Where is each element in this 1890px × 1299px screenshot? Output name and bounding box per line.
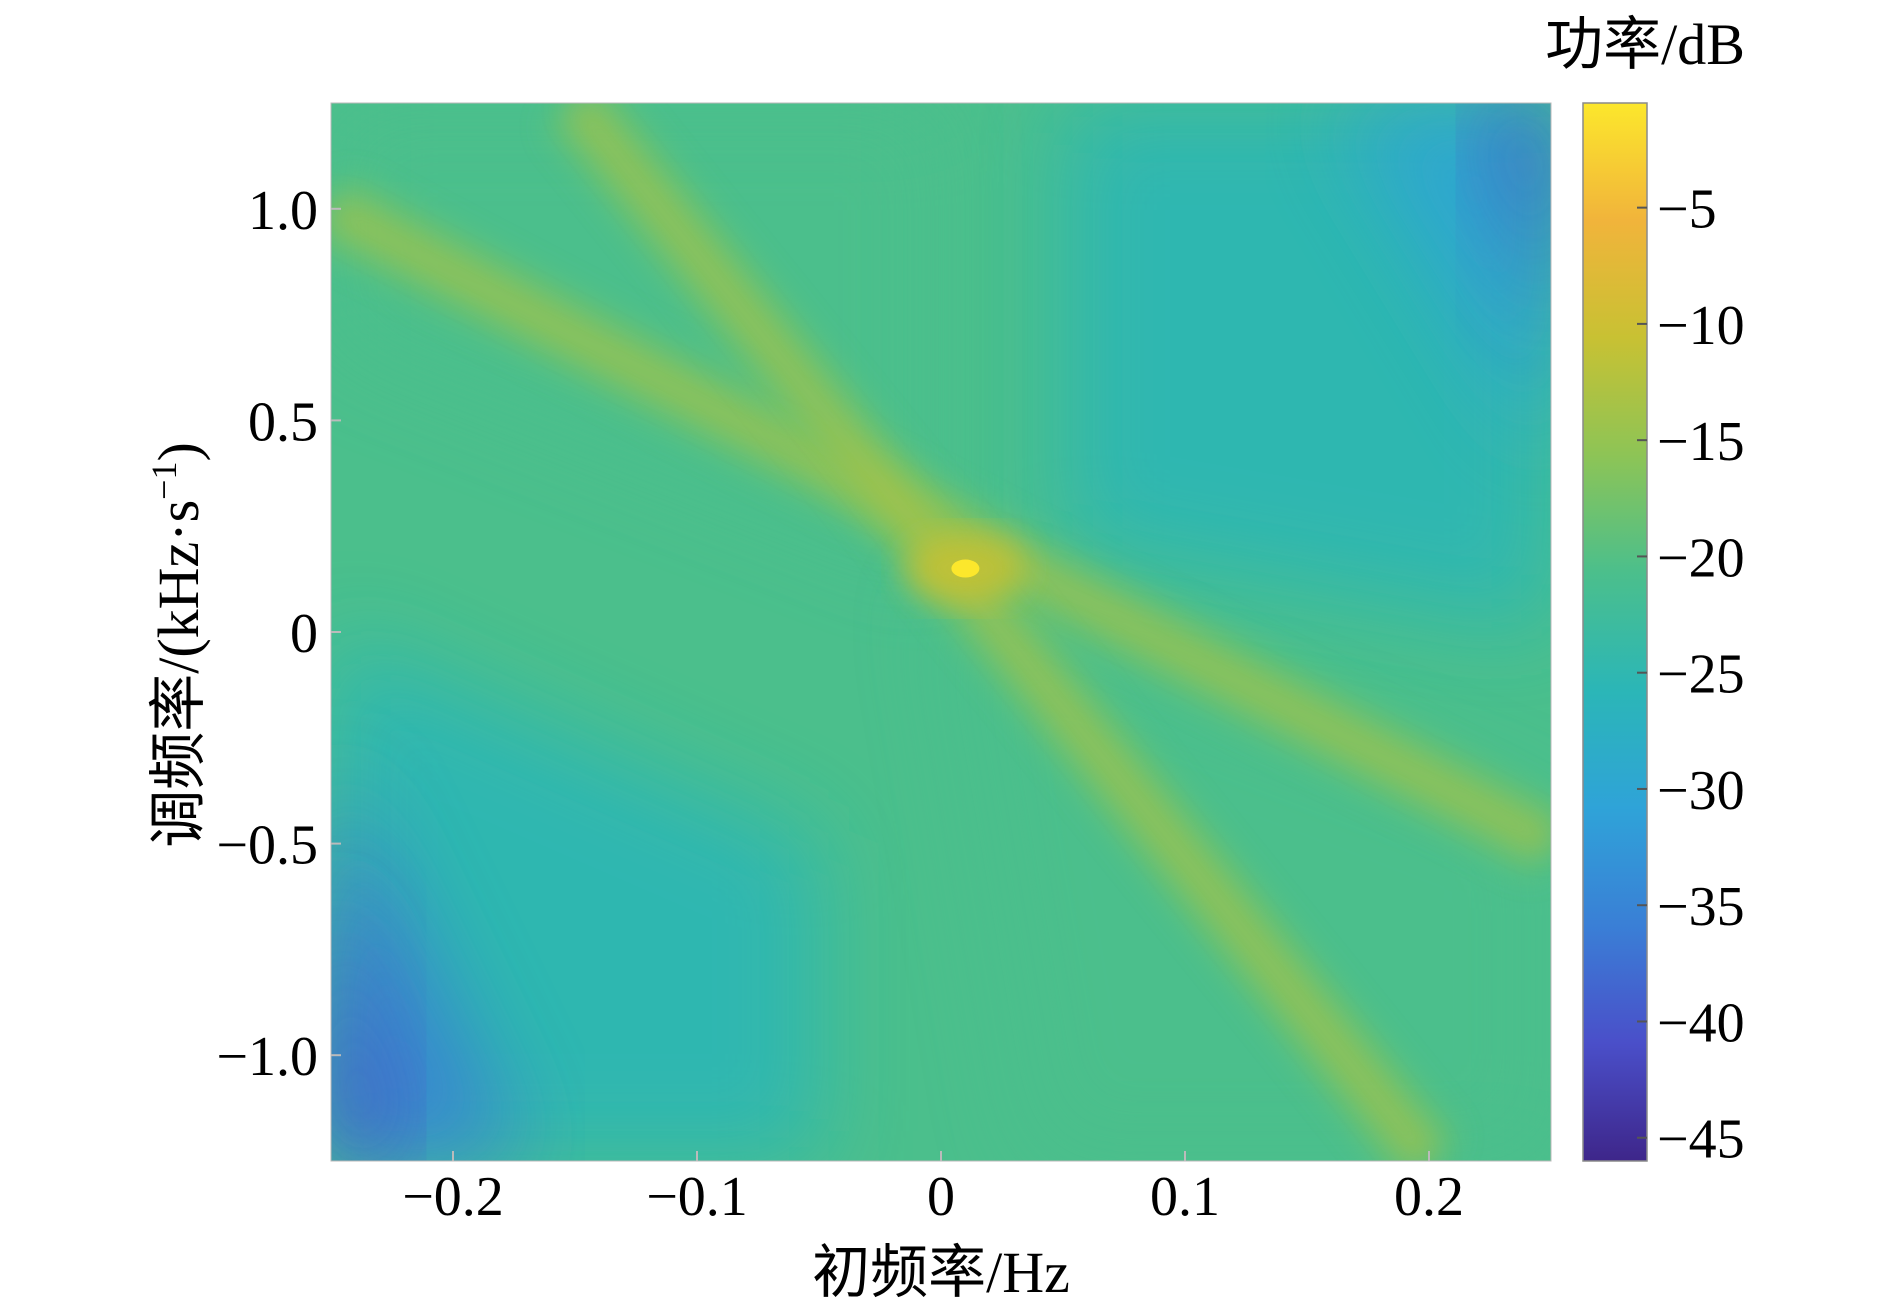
y-axis-label-superscript: −1	[144, 462, 184, 500]
y-tick-label: 0	[290, 603, 318, 665]
y-tick-label: 0.5	[248, 391, 318, 453]
y-tick-label: −0.5	[216, 815, 318, 877]
y-axis-ticks: 1.0 0.5 0 −0.5 −1.0	[216, 180, 341, 1088]
heatmap-plot-area	[331, 103, 1551, 1161]
colorbar-tick-label: −25	[1657, 644, 1745, 706]
colorbar-gradient	[1582, 102, 1648, 1162]
colorbar-tick-label: −10	[1657, 295, 1745, 357]
heatmap-ridges	[331, 103, 1551, 1161]
x-tick-label: 0.1	[1150, 1166, 1220, 1228]
heatmap-peak	[905, 532, 1026, 605]
colorbar-tick-label: −20	[1657, 527, 1745, 589]
x-axis-label: 初频率/Hz	[812, 1240, 1070, 1299]
upper-right-corner-region	[1331, 103, 1551, 463]
colorbar: −5 −10 −15 −20 −25 −30 −35 −40 −45 功率/dB	[1545, 12, 1745, 1171]
colorbar-tick-label: −40	[1657, 992, 1745, 1054]
colorbar-tick-label: −45	[1657, 1109, 1745, 1171]
colorbar-ticks: −5 −10 −15 −20 −25 −30 −35 −40 −45	[1637, 179, 1745, 1171]
y-axis-label-main: 调频率/(kHz·s	[146, 500, 211, 848]
peak-point	[951, 559, 980, 578]
y-axis-label: 调频率/(kHz·s−1)	[144, 442, 211, 848]
y-tick-label: −1.0	[216, 1026, 318, 1088]
ridge-core-2	[569, 103, 1435, 1161]
upper-right-edge-region	[1477, 103, 1551, 336]
x-tick-label: 0	[927, 1166, 955, 1228]
x-tick-label: −0.1	[646, 1166, 748, 1228]
colorbar-label: 功率/dB	[1545, 12, 1745, 77]
lower-left-edge-region	[331, 864, 405, 1161]
x-tick-label: 0.2	[1394, 1166, 1464, 1228]
colorbar-tick-label: −5	[1657, 179, 1717, 241]
colorbar-tick-label: −15	[1657, 411, 1745, 473]
colorbar-tick-label: −30	[1657, 760, 1745, 822]
colorbar-tick-label: −35	[1657, 876, 1745, 938]
y-axis-label-close: )	[146, 442, 211, 461]
x-axis-ticks: −0.2 −0.1 0 0.1 0.2	[402, 1151, 1464, 1228]
lower-left-corner-region	[331, 758, 527, 1161]
y-tick-label: 1.0	[248, 180, 318, 242]
x-tick-label: −0.2	[402, 1166, 504, 1228]
